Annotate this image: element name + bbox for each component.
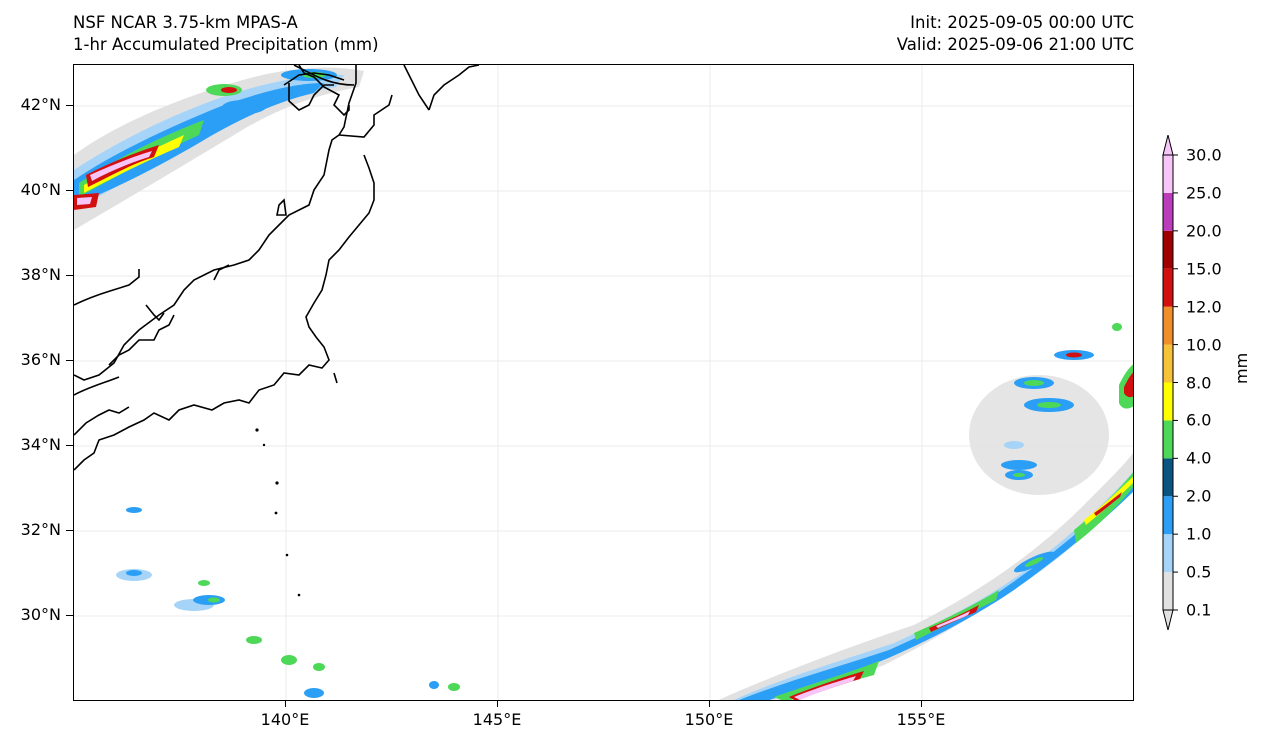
- colorbar-units: mm: [1232, 352, 1251, 384]
- gridlines: [74, 65, 1133, 700]
- lat-label: 30°N: [20, 605, 61, 624]
- lat-label: 36°N: [20, 350, 61, 369]
- lat-tick: [66, 275, 73, 276]
- precip-typhoon: [969, 323, 1133, 495]
- lat-tick: [66, 360, 73, 361]
- colorbar-segment: [1163, 458, 1173, 497]
- colorbar-level-label: 15.0: [1186, 259, 1222, 279]
- colorbar-level-label: 1.0: [1186, 524, 1212, 544]
- valid-time: Valid: 2025-09-06 21:00 UTC: [896, 35, 1134, 54]
- precip-cells-southwest: [116, 507, 460, 698]
- lat-label: 42°N: [20, 95, 61, 114]
- colorbar-level-label: 25.0: [1186, 183, 1222, 203]
- islands: [255, 428, 301, 597]
- colorbar: [1162, 135, 1178, 630]
- lat-tick: [66, 445, 73, 446]
- colorbar-segment: [1163, 420, 1173, 459]
- colorbar-level-label: 0.1: [1186, 600, 1212, 620]
- precip-band-northwest: [74, 67, 364, 230]
- lat-tick: [66, 530, 73, 531]
- colorbar-segment: [1163, 572, 1173, 610]
- model-title: NSF NCAR 3.75-km MPAS-A: [73, 13, 298, 32]
- colorbar-segment: [1163, 268, 1173, 307]
- lon-label: 150°E: [684, 710, 734, 729]
- colorbar-extend-min: [1162, 609, 1174, 630]
- colorbar-level-label: 30.0: [1186, 145, 1222, 165]
- lat-label: 32°N: [20, 520, 61, 539]
- lat-label: 34°N: [20, 435, 61, 454]
- lon-tick: [709, 701, 710, 707]
- colorbar-level-label: 4.0: [1186, 448, 1212, 468]
- precip-band-southeast: [718, 452, 1133, 700]
- colorbar-level-label: 6.0: [1186, 410, 1212, 430]
- colorbar-segment: [1163, 230, 1173, 269]
- lon-tick: [285, 701, 286, 707]
- colorbar-segment: [1163, 344, 1173, 383]
- colorbar-level-label: 8.0: [1186, 373, 1212, 392]
- colorbar-segment: [1163, 155, 1173, 193]
- lon-label: 145°E: [472, 710, 522, 729]
- lat-tick: [66, 105, 73, 106]
- colorbar-level-label: 20.0: [1186, 221, 1222, 241]
- colorbar-level-label: 10.0: [1186, 335, 1222, 355]
- colorbar-segment: [1163, 496, 1173, 535]
- lat-label: 40°N: [20, 180, 61, 199]
- colorbar-segment: [1163, 192, 1173, 231]
- colorbar-segment: [1163, 382, 1173, 421]
- lat-tick: [66, 190, 73, 191]
- lat-label: 38°N: [20, 265, 61, 284]
- lon-label: 155°E: [896, 710, 946, 729]
- lon-tick: [921, 701, 922, 707]
- map-canvas: [74, 65, 1133, 700]
- lon-label: 140°E: [260, 710, 310, 729]
- colorbar-segment: [1163, 534, 1173, 573]
- title-left: NSF NCAR 3.75-km MPAS-A 1-hr Accumulated…: [73, 12, 379, 56]
- colorbar-extend-max: [1162, 135, 1174, 156]
- field-title: 1-hr Accumulated Precipitation (mm): [73, 35, 379, 54]
- coastline-japan: [74, 65, 480, 471]
- colorbar-level-label: 0.5: [1186, 562, 1212, 582]
- lat-tick: [66, 615, 73, 616]
- colorbar-segment: [1163, 306, 1173, 345]
- colorbar-level-label: 2.0: [1186, 486, 1212, 506]
- title-right: Init: 2025-09-05 00:00 UTC Valid: 2025-0…: [897, 12, 1134, 56]
- map-panel[interactable]: [73, 64, 1134, 701]
- colorbar-level-label: 12.0: [1186, 297, 1222, 317]
- init-time: Init: 2025-09-05 00:00 UTC: [910, 13, 1134, 32]
- lon-tick: [497, 701, 498, 707]
